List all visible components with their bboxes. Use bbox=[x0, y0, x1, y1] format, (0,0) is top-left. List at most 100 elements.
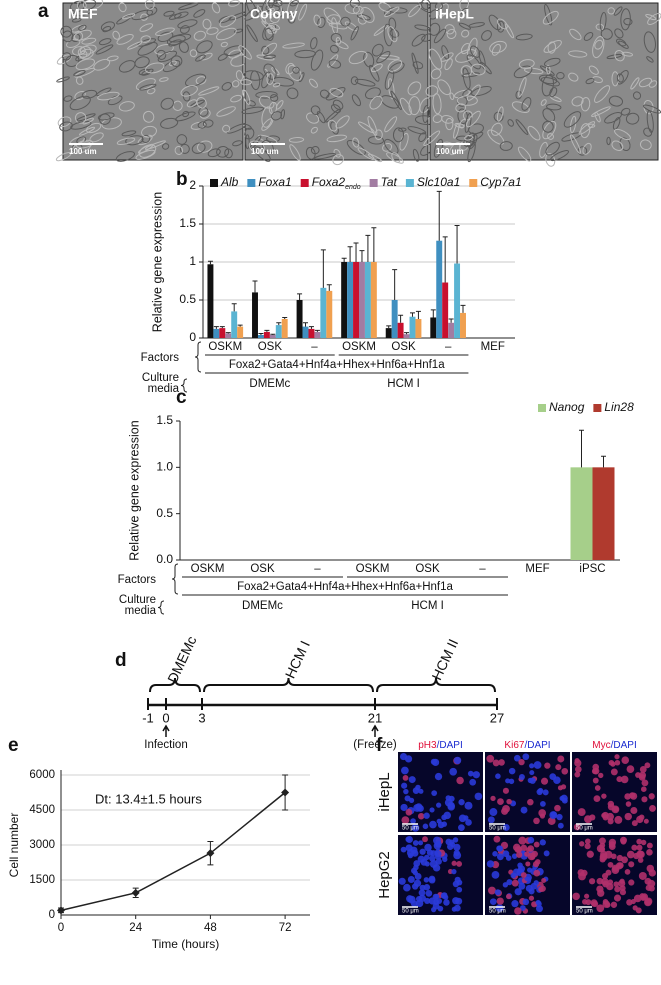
nucleus bbox=[614, 759, 621, 766]
brace bbox=[194, 341, 202, 373]
cell-texture bbox=[527, 125, 541, 141]
error-bar bbox=[297, 293, 303, 300]
cell-texture bbox=[261, 42, 278, 56]
nucleus bbox=[540, 777, 549, 785]
nucleus bbox=[515, 846, 523, 853]
nucleus bbox=[519, 905, 526, 911]
cell-texture bbox=[607, 7, 615, 15]
cell-texture bbox=[81, 37, 97, 45]
cell-texture bbox=[116, 137, 136, 145]
cell-texture bbox=[591, 106, 611, 117]
nucleus bbox=[496, 845, 503, 852]
cell-texture bbox=[517, 146, 532, 162]
cell-texture bbox=[639, 139, 652, 151]
cell-texture bbox=[546, 64, 551, 75]
cell-texture bbox=[202, 18, 212, 30]
cell-texture bbox=[248, 140, 266, 154]
cell-texture bbox=[244, 5, 263, 21]
nucleus bbox=[414, 873, 422, 880]
cell-texture bbox=[606, 53, 623, 60]
nucleus bbox=[518, 758, 525, 766]
image-label: MEF bbox=[68, 6, 98, 22]
cell-texture bbox=[313, 153, 336, 160]
cell-texture bbox=[319, 89, 330, 99]
cell-texture bbox=[449, 92, 455, 100]
brace bbox=[180, 378, 188, 393]
nucleus bbox=[539, 839, 546, 846]
marker bbox=[281, 788, 290, 797]
nucleus bbox=[456, 861, 463, 867]
counterstain-label: /DAPI bbox=[524, 740, 550, 751]
bar bbox=[326, 290, 333, 338]
nucleus bbox=[405, 808, 413, 816]
cell-texture bbox=[246, 24, 258, 43]
nucleus bbox=[517, 865, 526, 873]
nucleus bbox=[638, 871, 647, 880]
nucleus bbox=[561, 767, 569, 775]
cell-texture bbox=[184, 73, 207, 87]
event-label: (Freeze) bbox=[353, 739, 397, 751]
nucleus bbox=[411, 849, 419, 857]
nucleus bbox=[616, 776, 623, 783]
cell-texture bbox=[190, 121, 206, 130]
nucleus bbox=[405, 844, 413, 852]
cell-texture bbox=[429, 9, 440, 20]
nucleus bbox=[451, 860, 457, 866]
cell-texture bbox=[176, 134, 188, 145]
nucleus bbox=[405, 835, 413, 844]
cell-texture bbox=[332, 99, 344, 110]
nucleus bbox=[619, 878, 625, 884]
cell-texture bbox=[638, 77, 653, 88]
cell-texture bbox=[71, 33, 81, 43]
cell-texture bbox=[289, 0, 299, 7]
nucleus bbox=[434, 772, 443, 781]
cell-texture bbox=[238, 45, 252, 60]
nucleus bbox=[458, 799, 465, 806]
error-bar bbox=[404, 332, 410, 335]
micrograph: iHepL 100 um bbox=[423, 0, 661, 167]
nucleus bbox=[641, 779, 649, 787]
cell-texture bbox=[323, 7, 342, 25]
cell-texture bbox=[357, 15, 368, 25]
nucleus bbox=[419, 884, 426, 891]
cell-texture bbox=[78, 24, 87, 31]
cell-texture bbox=[356, 13, 371, 21]
nucleus bbox=[638, 774, 646, 781]
phase-brace bbox=[376, 677, 496, 693]
nucleus bbox=[490, 795, 496, 802]
cell-texture bbox=[464, 134, 474, 141]
cell-texture bbox=[539, 74, 558, 85]
cell-texture bbox=[542, 120, 554, 133]
x-tick-label: iPSC bbox=[579, 563, 605, 575]
cell-texture bbox=[125, 135, 144, 146]
cell-texture bbox=[112, 30, 120, 40]
nucleus bbox=[533, 817, 540, 825]
cell-texture bbox=[462, 67, 471, 90]
bar bbox=[269, 334, 276, 338]
nucleus bbox=[422, 823, 429, 830]
cell-texture bbox=[428, 22, 441, 36]
nucleus bbox=[495, 773, 501, 779]
cell-texture bbox=[643, 127, 653, 137]
cell-texture bbox=[556, 72, 565, 80]
cell-texture bbox=[139, 23, 154, 32]
x-tick-label: 24 bbox=[129, 922, 142, 934]
cell-texture bbox=[242, 123, 252, 130]
cell-texture bbox=[441, 45, 450, 60]
cell-texture bbox=[256, 5, 267, 25]
nucleus bbox=[631, 844, 638, 851]
cell-texture bbox=[269, 12, 280, 24]
nucleus bbox=[527, 836, 535, 844]
cell-texture bbox=[608, 95, 624, 107]
image-background bbox=[485, 752, 570, 832]
cell-texture bbox=[270, 94, 279, 102]
timeline-tick-label: -1 bbox=[142, 710, 154, 725]
nucleus bbox=[467, 770, 474, 777]
cell-texture bbox=[172, 100, 183, 111]
cell-texture bbox=[437, 3, 449, 18]
image-label: Colony bbox=[250, 6, 298, 22]
cell-texture bbox=[521, 97, 532, 111]
nucleus bbox=[403, 883, 411, 892]
brace bbox=[171, 563, 179, 595]
